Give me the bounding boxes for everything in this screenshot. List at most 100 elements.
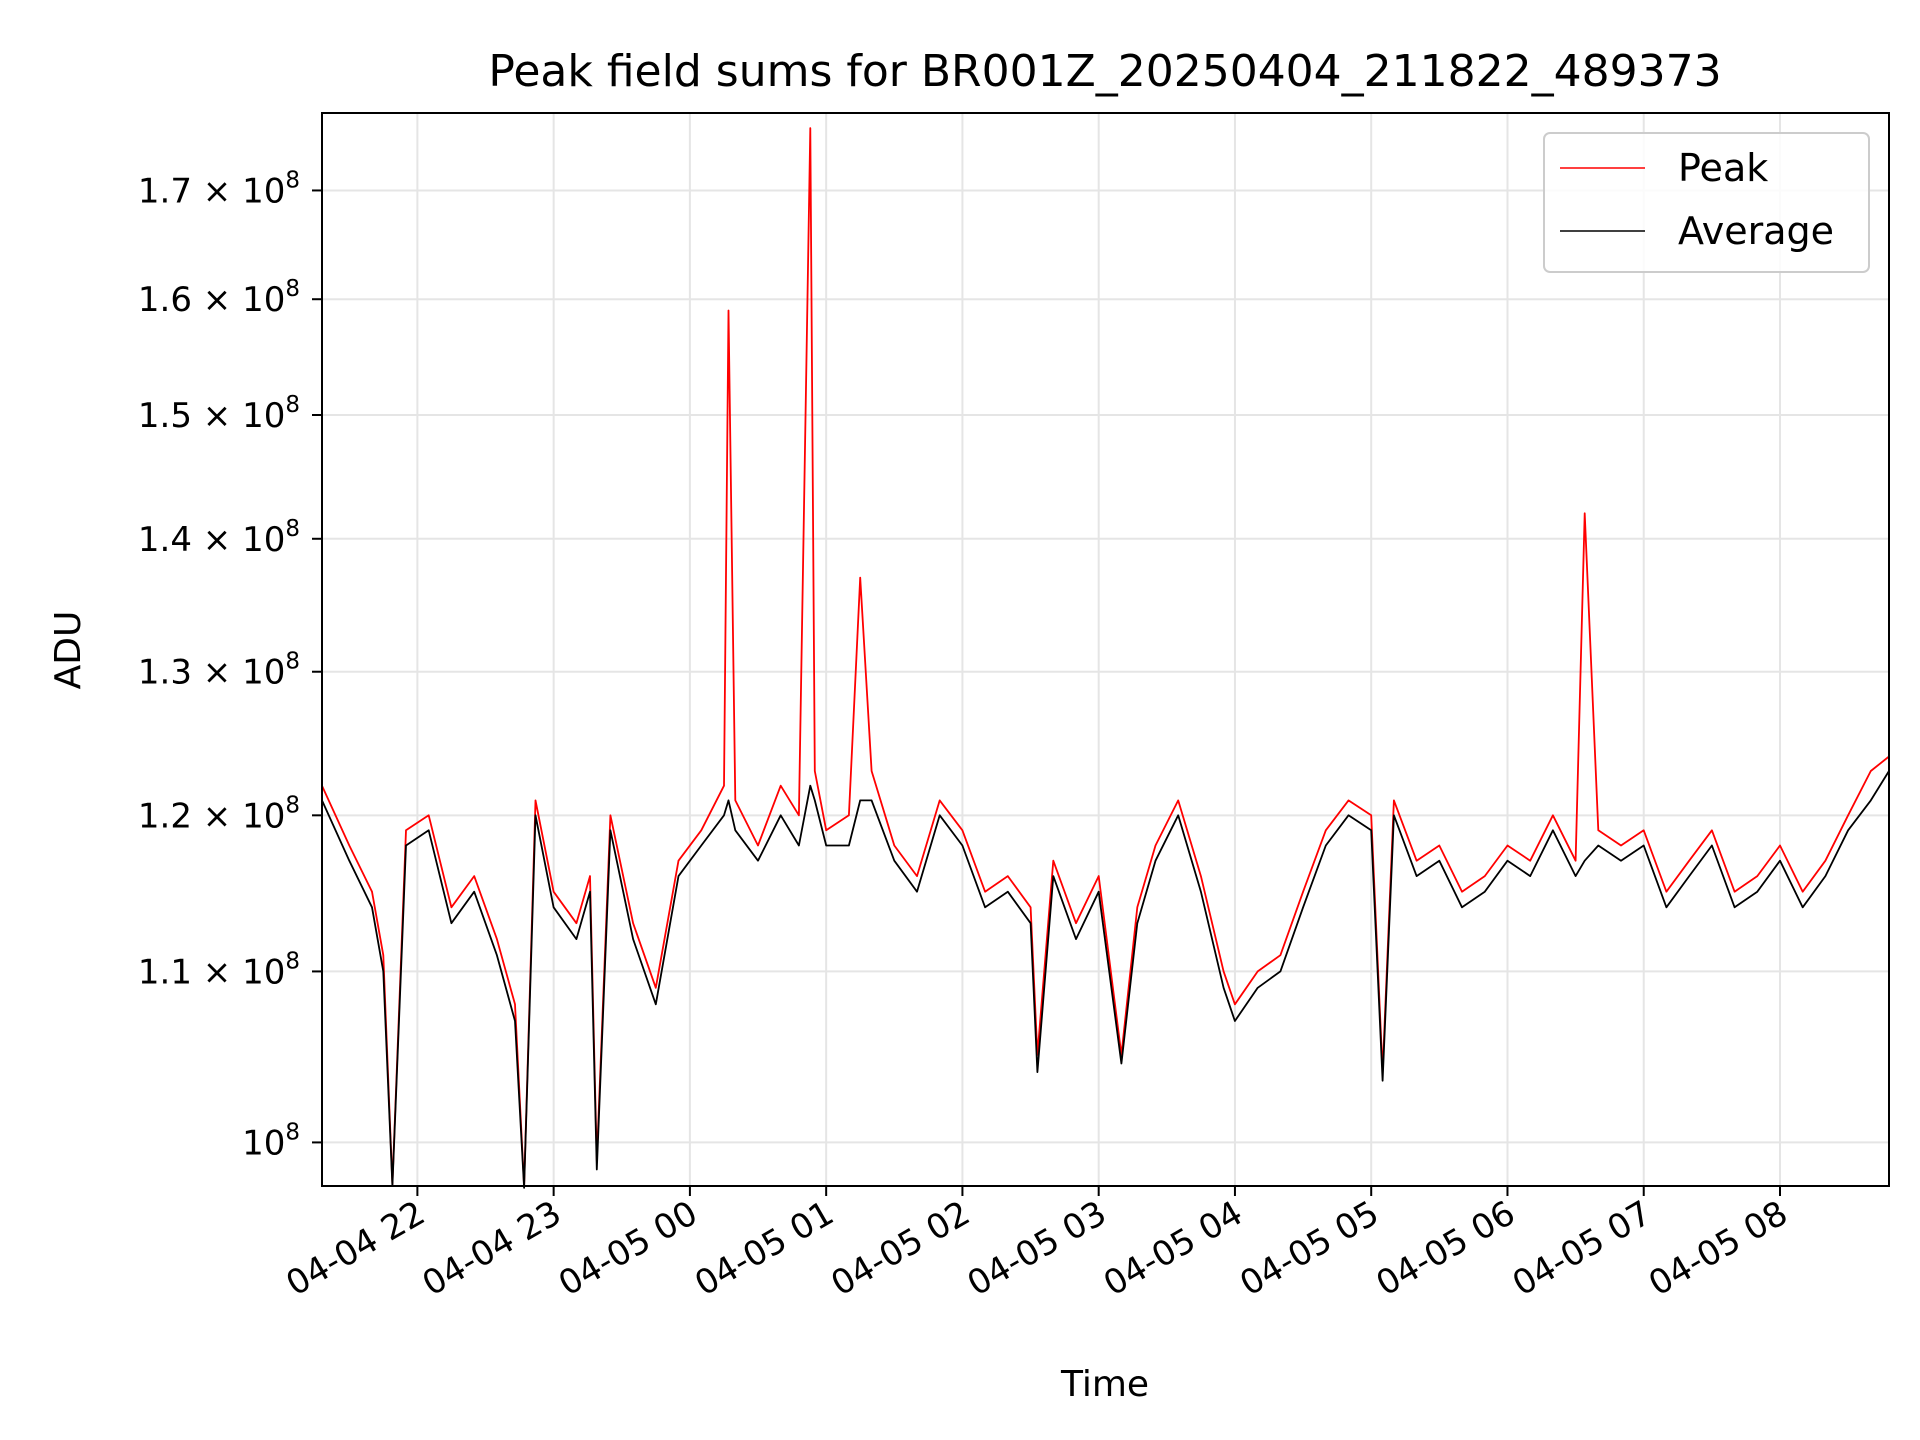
data-point xyxy=(1756,891,1758,893)
y-tick-label: 1.4 × 108 xyxy=(138,516,300,560)
data-point xyxy=(1347,799,1350,802)
data-point xyxy=(677,860,680,862)
data-point xyxy=(814,770,816,772)
y-tick-label-exponent: 8 xyxy=(285,392,300,418)
data-point xyxy=(1223,970,1225,973)
y-tick-label-base: 1.7 × 10 xyxy=(138,171,285,211)
data-point xyxy=(1584,860,1586,862)
data-point xyxy=(1120,1062,1122,1065)
data-point xyxy=(1007,891,1009,893)
data-point xyxy=(1847,829,1849,831)
data-point xyxy=(371,906,373,908)
data-point xyxy=(1177,814,1179,816)
data-point xyxy=(575,938,578,940)
data-point xyxy=(1098,875,1100,877)
data-point xyxy=(1779,860,1781,862)
data-point xyxy=(1584,512,1586,514)
y-tick-label-exponent: 8 xyxy=(285,276,300,302)
data-point xyxy=(1257,987,1259,989)
data-point xyxy=(1136,906,1138,908)
data-point xyxy=(798,814,800,816)
data-point xyxy=(1484,875,1486,877)
data-point xyxy=(825,829,827,831)
y-tick-label: 1.2 × 108 xyxy=(138,792,300,836)
data-point xyxy=(757,860,759,862)
series-layer xyxy=(321,127,1890,1189)
series-average xyxy=(321,770,1890,1189)
data-point xyxy=(1154,844,1157,847)
data-point xyxy=(450,922,452,924)
data-point xyxy=(348,844,350,847)
data-point xyxy=(1870,770,1872,772)
data-point xyxy=(450,906,452,908)
data-point xyxy=(382,970,384,973)
y-tick-label-base: 1.3 × 10 xyxy=(138,653,285,693)
data-point xyxy=(848,814,850,816)
data-point xyxy=(1847,814,1849,816)
data-point xyxy=(1234,1020,1236,1022)
data-point xyxy=(609,829,612,831)
data-point xyxy=(589,891,591,893)
y-tick-label-exponent: 8 xyxy=(285,1119,300,1145)
data-point xyxy=(428,829,430,831)
y-tick-label-exponent: 8 xyxy=(285,649,300,675)
y-tick-label: 1.6 × 108 xyxy=(138,276,300,320)
data-point xyxy=(1711,844,1713,847)
data-point xyxy=(859,799,861,802)
y-tick-label-exponent: 8 xyxy=(285,948,300,974)
legend-label-peak: Peak xyxy=(1678,146,1768,190)
data-point xyxy=(1529,875,1531,877)
data-point xyxy=(1438,844,1440,847)
data-point xyxy=(677,875,680,877)
data-point xyxy=(809,785,811,787)
data-point xyxy=(589,875,591,877)
data-point xyxy=(1075,938,1077,940)
y-tick-label-exponent: 8 xyxy=(285,792,300,818)
data-point xyxy=(1870,799,1872,802)
data-point xyxy=(1688,875,1690,877)
data-point xyxy=(405,829,407,831)
data-point xyxy=(1200,875,1202,877)
y-tick-label-base: 1.4 × 10 xyxy=(138,520,285,560)
data-point xyxy=(859,577,861,579)
data-point xyxy=(700,829,702,831)
y-tick-label: 1.5 × 108 xyxy=(138,392,300,436)
data-point xyxy=(405,844,407,847)
data-point xyxy=(553,906,555,908)
data-point xyxy=(1347,814,1350,816)
data-point xyxy=(809,127,811,129)
data-point xyxy=(780,785,782,787)
data-point xyxy=(1393,814,1395,816)
data-point xyxy=(1620,844,1622,847)
data-point xyxy=(473,875,475,877)
data-point xyxy=(655,987,657,989)
data-point xyxy=(1529,860,1531,862)
data-point xyxy=(984,891,986,893)
data-point xyxy=(1824,875,1826,877)
data-point xyxy=(1461,891,1463,893)
data-point xyxy=(1030,922,1032,924)
data-point xyxy=(496,954,498,956)
y-tick-label-base: 1.5 × 10 xyxy=(138,396,285,436)
y-tick-label: 108 xyxy=(242,1119,300,1163)
data-point xyxy=(632,922,634,924)
data-point xyxy=(1052,875,1054,877)
data-point xyxy=(727,799,730,802)
data-point xyxy=(893,844,895,847)
data-point xyxy=(473,891,475,893)
data-point xyxy=(1325,829,1327,831)
data-point xyxy=(1734,891,1736,893)
data-point xyxy=(734,829,736,831)
data-point xyxy=(1154,860,1157,862)
data-point xyxy=(916,875,918,877)
data-point xyxy=(371,891,373,893)
data-point xyxy=(1370,814,1372,816)
x-axis-label: Time xyxy=(1060,1364,1149,1405)
data-point xyxy=(727,309,730,312)
data-point xyxy=(534,814,537,816)
data-point xyxy=(1075,922,1077,924)
data-point xyxy=(1824,860,1826,862)
data-point xyxy=(1575,860,1577,862)
data-point xyxy=(523,1187,525,1189)
